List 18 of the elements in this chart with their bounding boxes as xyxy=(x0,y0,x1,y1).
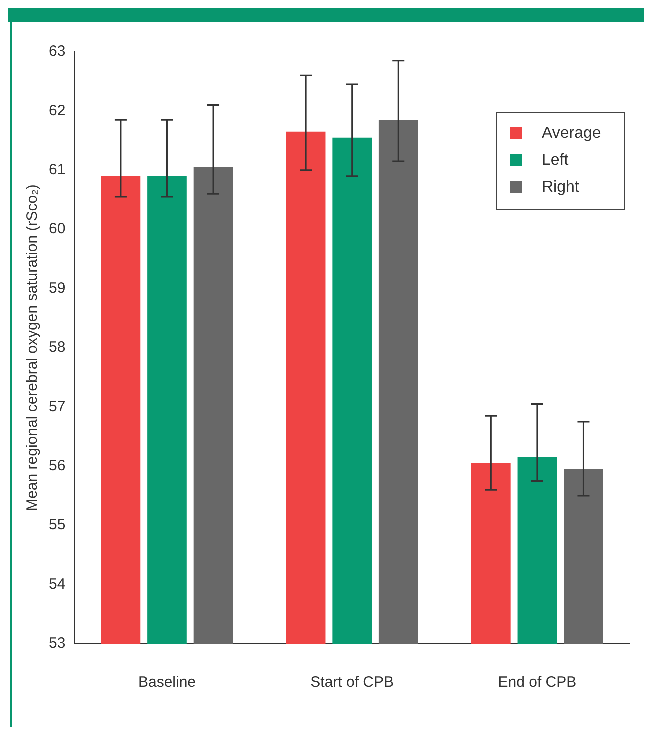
y-tick-label: 63 xyxy=(48,43,66,60)
y-tick-label: 60 xyxy=(48,220,66,238)
y-tick-label: 56 xyxy=(48,458,66,475)
x-tick-label: End of CPB xyxy=(498,674,577,692)
y-tick-label: 59 xyxy=(48,280,66,297)
y-tick-label: 62 xyxy=(48,102,66,120)
legend-label: Average xyxy=(542,124,602,142)
legend-label: Left xyxy=(542,152,570,169)
y-axis-title: Mean regional cerebral oxygen saturation (rSco₂) xyxy=(24,184,42,512)
legend-label: Right xyxy=(542,178,580,196)
x-tick-label: Baseline xyxy=(138,674,196,692)
y-tick-label: 61 xyxy=(48,162,66,179)
y-tick-label: 55 xyxy=(48,516,66,534)
y-tick-label: 57 xyxy=(48,398,66,416)
y-tick-label: 53 xyxy=(48,635,66,652)
y-tick-label: 58 xyxy=(48,339,66,356)
y-tick-label: 54 xyxy=(48,576,66,593)
x-tick-label: Start of CPB xyxy=(310,674,394,692)
